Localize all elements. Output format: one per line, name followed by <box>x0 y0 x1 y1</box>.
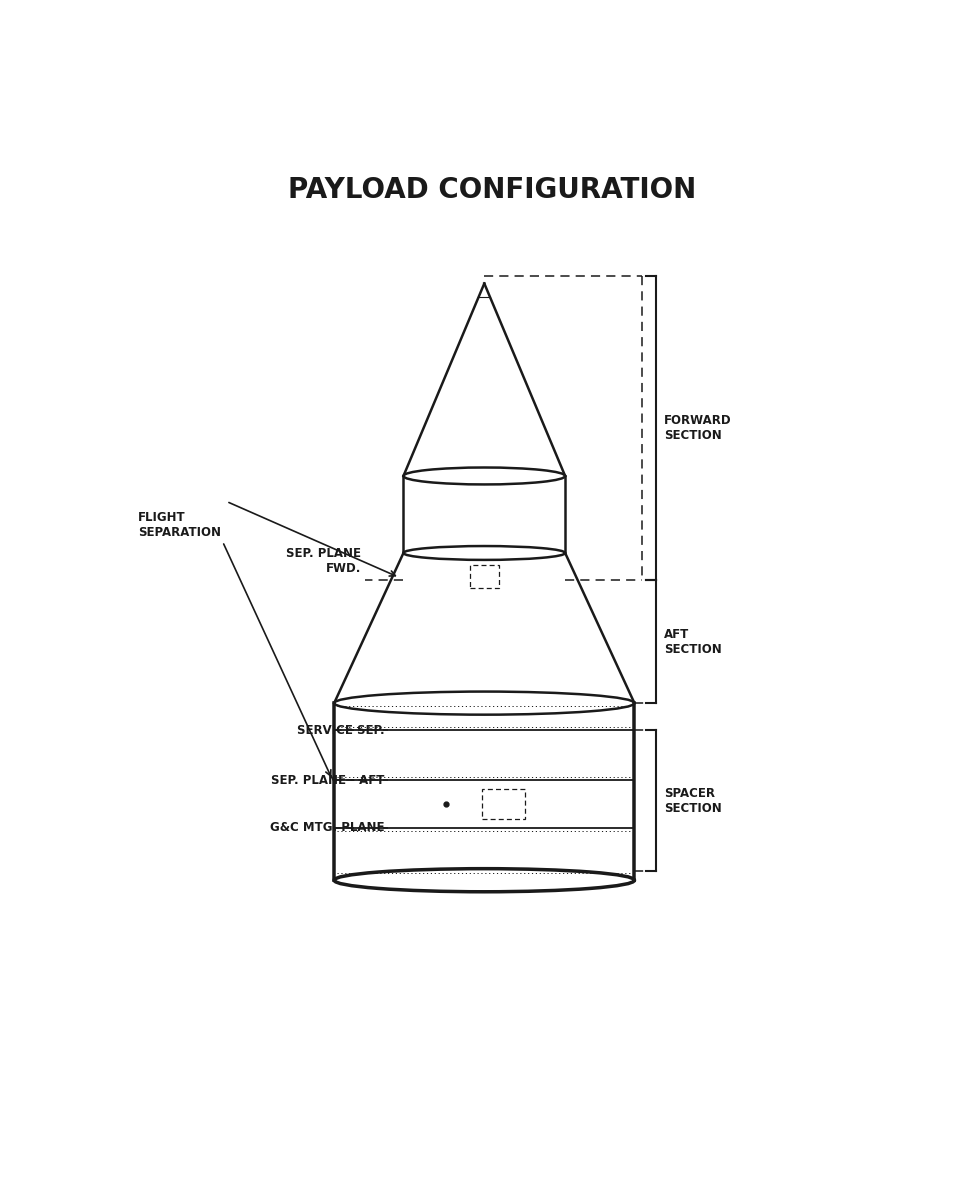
Text: G&C MTG. PLANE: G&C MTG. PLANE <box>270 821 384 834</box>
Text: SEP. PLANE - AFT: SEP. PLANE - AFT <box>271 773 384 786</box>
Text: AFT
SECTION: AFT SECTION <box>663 627 722 656</box>
Text: FLIGHT
SEPARATION: FLIGHT SEPARATION <box>138 511 221 538</box>
Text: PAYLOAD CONFIGURATION: PAYLOAD CONFIGURATION <box>288 176 696 203</box>
Text: SPACER
SECTION: SPACER SECTION <box>663 786 722 815</box>
Bar <box>469 564 499 588</box>
Text: SERVICE SEP.: SERVICE SEP. <box>297 723 384 737</box>
Text: SEP. PLANE
FWD.: SEP. PLANE FWD. <box>286 546 361 575</box>
Bar <box>482 789 525 820</box>
Text: FORWARD
SECTION: FORWARD SECTION <box>663 413 732 442</box>
